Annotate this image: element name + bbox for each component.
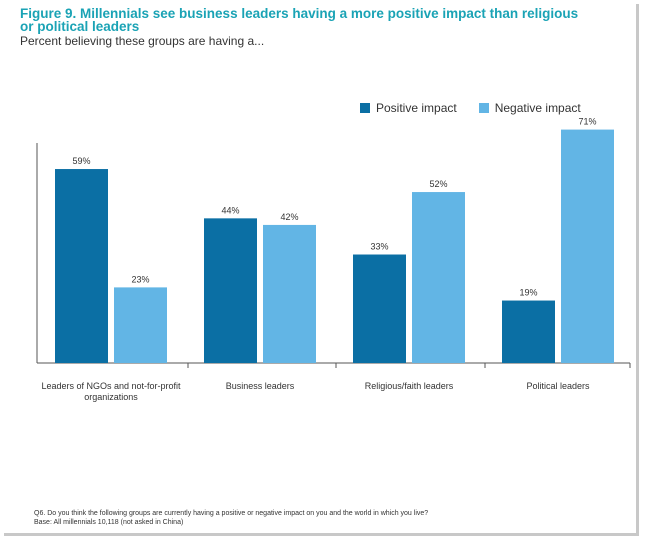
category-label-4: Political leaders xyxy=(526,381,590,391)
bar-positive-1 xyxy=(55,169,108,363)
data-label-positive-3: 33% xyxy=(370,242,388,252)
bar-positive-2 xyxy=(204,218,257,363)
bar-negative-2 xyxy=(263,224,316,363)
category-label-3: Religious/faith leaders xyxy=(365,381,454,391)
bar-negative-1 xyxy=(114,287,167,363)
legend-item-positive: Positive impact xyxy=(360,101,457,115)
chart-frame xyxy=(4,4,639,536)
data-label-negative-1: 23% xyxy=(131,274,149,284)
footnote-base: Base: All millennials 10,118 (not asked … xyxy=(34,519,184,526)
legend-swatch-positive xyxy=(360,103,370,113)
footnote: Q6. Do you think the following groups ar… xyxy=(34,509,428,527)
chart-title: Figure 9. Millennials see business leade… xyxy=(20,6,579,34)
legend: Positive impact Negative impact xyxy=(360,101,603,115)
data-label-positive-1: 59% xyxy=(72,156,90,166)
chart-subtitle: Percent believing these groups are havin… xyxy=(20,34,265,48)
bar-positive-4 xyxy=(502,300,555,363)
legend-label-negative: Negative impact xyxy=(494,101,581,115)
bar-negative-4 xyxy=(561,129,614,363)
data-label-negative-4: 71% xyxy=(578,117,596,127)
bar-negative-3 xyxy=(412,192,465,363)
data-label-negative-2: 42% xyxy=(280,212,298,222)
category-label-2: Business leaders xyxy=(226,381,295,391)
legend-item-negative: Negative impact xyxy=(478,101,581,115)
data-label-positive-4: 19% xyxy=(519,288,537,298)
legend-label-positive: Positive impact xyxy=(376,101,457,115)
category-label-1: organizations xyxy=(84,392,138,402)
legend-swatch-negative xyxy=(478,103,489,113)
data-label-positive-2: 44% xyxy=(221,205,239,215)
footnote-question: Q6. Do you think the following groups ar… xyxy=(34,510,429,517)
data-label-negative-3: 52% xyxy=(429,179,447,189)
bar-positive-3 xyxy=(353,254,406,363)
category-label-1: Leaders of NGOs and not-for-profit xyxy=(41,381,181,391)
